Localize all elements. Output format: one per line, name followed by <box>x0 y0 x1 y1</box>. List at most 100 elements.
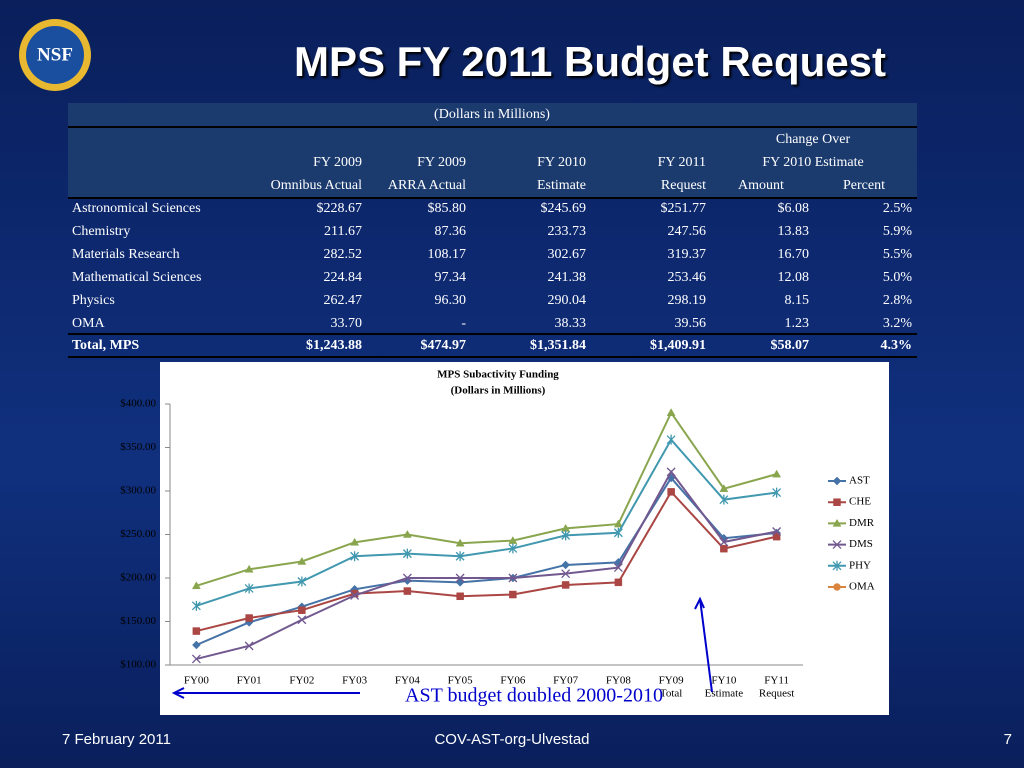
legend-label: DMR <box>849 517 875 529</box>
marker <box>720 544 728 553</box>
legend-label: CHE <box>849 496 871 508</box>
marker <box>456 592 464 601</box>
table-cell: 38.33 <box>555 316 587 331</box>
marker <box>772 469 782 478</box>
legend-marker <box>833 583 841 591</box>
legend-label: AST <box>849 475 870 487</box>
marker <box>561 530 571 541</box>
marker <box>667 488 675 496</box>
marker <box>508 573 518 583</box>
table-cell: $58.07 <box>771 338 810 353</box>
table-cell: 253.46 <box>668 270 707 285</box>
table-header: Request <box>661 178 706 193</box>
x-tick-label: FY01 <box>237 675 262 687</box>
marker <box>244 641 254 651</box>
table-cell: OMA <box>72 316 106 331</box>
table-cell: Physics <box>72 293 115 308</box>
x-tick-label: FY05 <box>448 675 474 687</box>
chart-title: MPS Subactivity Funding <box>437 369 559 381</box>
series-line <box>196 470 777 660</box>
table-cell: 224.84 <box>324 270 363 285</box>
table-caption-band <box>68 103 917 127</box>
y-tick-label: $400.00 <box>120 398 156 410</box>
table-header: FY 2009 <box>417 155 466 170</box>
y-tick-label: $200.00 <box>120 572 156 584</box>
y-tick-label: $300.00 <box>120 485 156 497</box>
marker <box>613 519 623 528</box>
x-tick-label: FY06 <box>500 675 526 687</box>
marker <box>244 564 254 573</box>
table-cell: 5.0% <box>883 270 913 285</box>
y-tick-label: $100.00 <box>120 659 156 671</box>
marker <box>191 581 201 590</box>
marker <box>191 654 201 664</box>
nsf-logo: NSF <box>19 19 91 91</box>
marker <box>350 590 360 600</box>
x-tick-label: FY08 <box>606 675 632 687</box>
x-tick-sublabel: Total <box>660 688 682 700</box>
table-cell: 108.17 <box>428 247 467 262</box>
table-header: Percent <box>843 178 885 193</box>
series-line <box>196 490 777 633</box>
table-cell: $1,409.91 <box>650 338 706 353</box>
legend-marker <box>832 540 842 550</box>
table-cell: $228.67 <box>317 201 363 216</box>
table-cell: 247.56 <box>668 224 707 239</box>
annotation: AST budget doubled 2000-2010 <box>405 685 663 707</box>
annotation-arrow <box>171 687 360 699</box>
marker <box>298 606 306 614</box>
marker <box>297 615 307 625</box>
x-tick-label: FY04 <box>395 675 421 687</box>
marker <box>666 408 676 416</box>
x-tick-label: FY07 <box>553 675 579 687</box>
table-header: ARRA Actual <box>388 178 466 193</box>
slide-title: MPS FY 2011 Budget Request <box>294 38 886 85</box>
table-cell: 290.04 <box>548 293 587 308</box>
table-header: Estimate <box>537 178 586 193</box>
svg-text:NSF: NSF <box>37 44 73 65</box>
table-header: FY 2010 <box>537 155 586 170</box>
table-cell: 1.23 <box>785 316 810 331</box>
y-tick-label: $350.00 <box>120 441 156 453</box>
table-cell: 262.47 <box>324 293 363 308</box>
footer-center: COV-AST-org-Ulvestad <box>434 731 589 748</box>
table-cell: 12.08 <box>778 270 810 285</box>
annotation-arrow <box>694 596 713 693</box>
marker <box>772 487 782 498</box>
marker <box>244 583 254 594</box>
legend-label: PHY <box>849 559 871 571</box>
table-cell: $6.08 <box>778 201 810 216</box>
legend-label: OMA <box>849 581 875 593</box>
table-cell: 5.5% <box>883 247 913 262</box>
table-header: FY 2010 Estimate <box>762 155 863 170</box>
legend-marker <box>832 476 842 486</box>
table-cell: 241.38 <box>548 270 587 285</box>
marker <box>719 494 729 505</box>
table-header: Amount <box>738 178 784 193</box>
table-cell: Mathematical Sciences <box>72 270 201 285</box>
table-cell: 298.19 <box>668 293 707 308</box>
table-cell: $245.69 <box>541 201 587 216</box>
legend-marker <box>832 518 842 527</box>
marker <box>297 576 307 587</box>
marker <box>402 529 412 538</box>
marker <box>561 581 570 589</box>
x-tick-label: FY11 <box>764 675 789 687</box>
marker <box>455 538 465 547</box>
x-tick-sublabel: Estimate <box>705 688 744 700</box>
marker <box>402 548 412 559</box>
y-tick-label: $250.00 <box>120 528 156 540</box>
marker <box>666 467 676 477</box>
table-cell: - <box>461 316 466 331</box>
table-cell: $1,351.84 <box>530 338 586 353</box>
table-cell: Materials Research <box>72 247 180 262</box>
marker <box>455 573 465 583</box>
marker <box>772 527 782 536</box>
page-number: 7 <box>1004 731 1012 748</box>
marker <box>509 590 517 599</box>
table-header: Change Over <box>776 132 851 147</box>
marker <box>350 551 360 562</box>
marker <box>297 556 307 565</box>
table-cell: 319.37 <box>668 247 707 262</box>
